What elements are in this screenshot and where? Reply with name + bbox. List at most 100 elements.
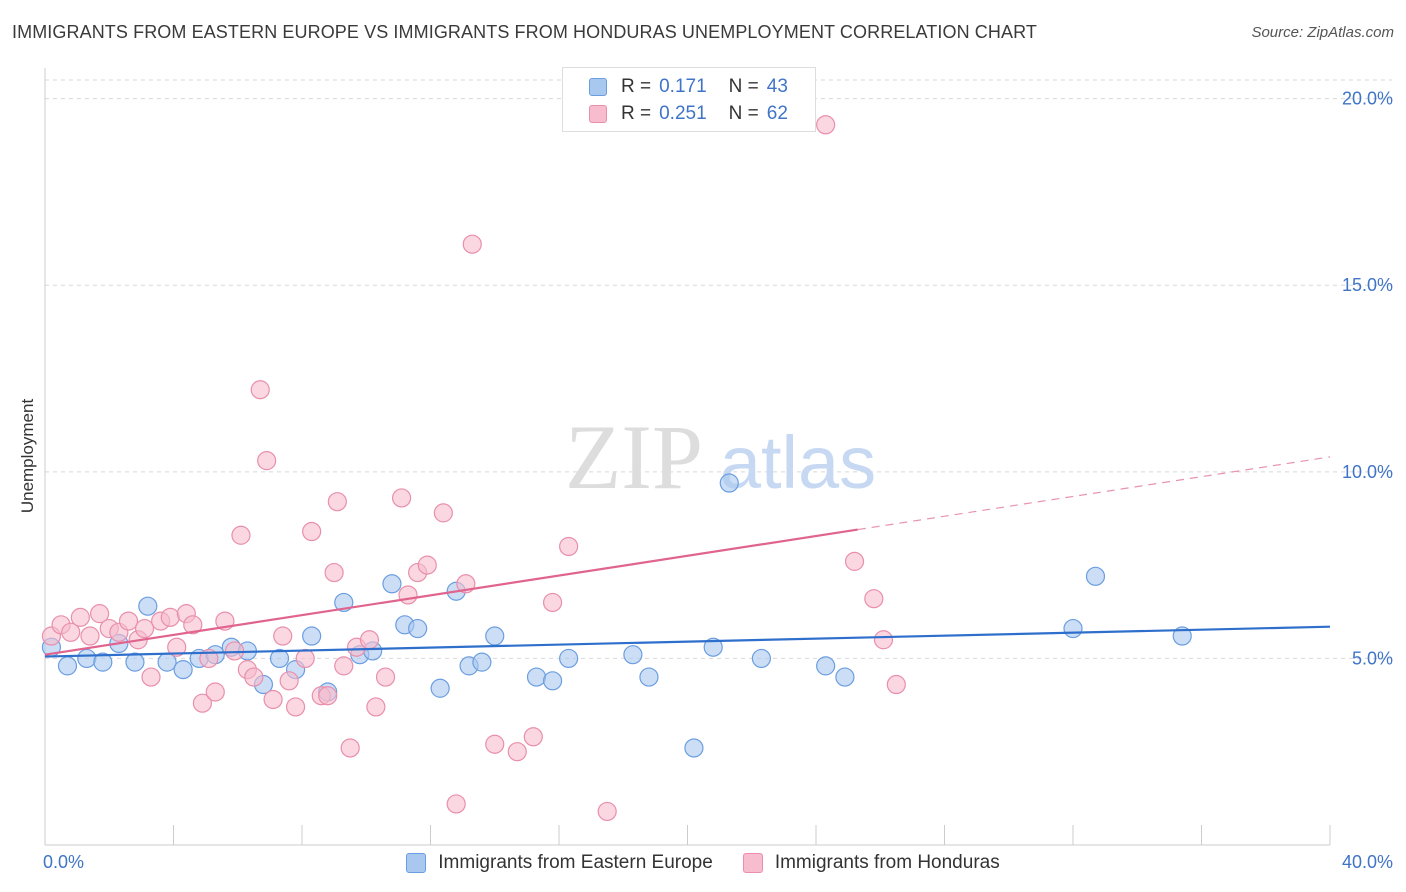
legend-n-value: 62 — [766, 103, 788, 124]
data-point — [167, 637, 187, 657]
legend-swatch-blue — [406, 853, 427, 873]
data-point — [391, 488, 412, 508]
watermark: ZIP atlas — [565, 406, 876, 508]
data-point — [430, 678, 450, 698]
data-point — [526, 667, 547, 687]
grid-lines — [45, 79, 1392, 659]
data-point — [90, 604, 110, 624]
data-point — [542, 671, 563, 691]
data-point — [61, 622, 81, 642]
data-point — [244, 667, 264, 687]
trend-line-dashed — [857, 456, 1331, 531]
trend-line-solid — [44, 625, 1331, 658]
y-tick-label: 20.0% — [1342, 89, 1393, 109]
legend-label-eastern-europe: Immigrants from Eastern Europe — [438, 852, 713, 873]
data-point — [269, 648, 290, 669]
data-point — [250, 380, 270, 400]
data-point — [318, 686, 338, 706]
data-point — [138, 596, 158, 616]
data-point — [134, 618, 155, 639]
data-point — [542, 592, 563, 613]
legend-n-label: N = — [728, 103, 759, 124]
y-tick-label: 5.0% — [1352, 648, 1393, 668]
data-point — [462, 234, 482, 254]
data-point — [408, 618, 428, 639]
legend-r-label: R = — [621, 103, 652, 124]
data-point — [417, 555, 437, 575]
data-point — [160, 607, 180, 627]
data-point — [273, 626, 293, 646]
data-point — [597, 801, 617, 822]
data-point — [864, 589, 884, 609]
trend-lines — [44, 456, 1331, 658]
legend-swatch-pink — [589, 105, 607, 123]
legend-label-honduras: Immigrants from Honduras — [774, 852, 1000, 873]
data-point — [1085, 566, 1106, 586]
series-legend: Immigrants from Eastern Europe Immigrant… — [0, 852, 1406, 874]
axes — [44, 68, 1331, 846]
source-label: Source: ZipAtlas.com — [1251, 24, 1394, 41]
chart-title: IMMIGRANTS FROM EASTERN EUROPE VS IMMIGR… — [12, 22, 1037, 42]
data-point — [183, 615, 203, 635]
data-point — [70, 607, 90, 627]
y-tick-label: 15.0% — [1342, 275, 1393, 295]
data-point — [302, 626, 322, 646]
data-point — [366, 697, 386, 717]
data-point — [507, 742, 527, 762]
legend-item-honduras[interactable]: Immigrants from Honduras — [742, 852, 1000, 874]
data-point — [334, 656, 354, 676]
series-honduras-points — [41, 115, 906, 822]
data-point — [886, 674, 906, 695]
data-point — [1063, 618, 1083, 639]
data-point — [1172, 626, 1192, 646]
data-point — [816, 656, 836, 676]
watermark-atlas: atlas — [720, 421, 876, 504]
data-point — [257, 451, 277, 471]
y-tick-labels: 5.0% 10.0% 15.0% 20.0% — [1342, 89, 1393, 669]
watermark-zip: ZIP — [565, 406, 703, 508]
legend-r-label: R = — [621, 76, 652, 97]
data-point — [231, 525, 251, 545]
stats-legend: R = 0.171 N = 43 R = 0.251 N = 62 — [562, 67, 816, 132]
data-point — [263, 689, 283, 710]
legend-n-value: 43 — [766, 76, 788, 97]
legend-item-eastern-europe[interactable]: Immigrants from Eastern Europe — [406, 852, 713, 874]
data-point — [485, 626, 505, 646]
legend-n-label: N = — [728, 76, 759, 97]
data-point — [279, 671, 299, 691]
data-point — [559, 536, 579, 557]
legend-swatch-blue — [589, 78, 607, 96]
data-point — [523, 727, 543, 747]
series-eastern-europe-points — [41, 473, 1192, 758]
legend-r-value: 0.171 — [659, 76, 707, 97]
data-point — [703, 637, 723, 657]
data-point — [118, 611, 139, 631]
legend-swatch-pink — [742, 853, 763, 873]
data-point — [192, 693, 213, 713]
legend-row-eastern-europe: R = 0.171 N = 43 — [589, 75, 788, 99]
data-point — [93, 652, 113, 672]
y-axis-title: Unemployment — [18, 398, 37, 514]
data-point — [141, 667, 161, 687]
x-tick-min: 0.0% — [43, 852, 85, 872]
data-point — [173, 660, 193, 680]
data-point — [80, 626, 100, 646]
data-point — [639, 667, 659, 687]
y-tick-label: 10.0% — [1342, 462, 1393, 482]
data-point — [719, 473, 739, 493]
data-point — [125, 652, 145, 672]
data-point — [485, 734, 505, 754]
data-point — [77, 648, 97, 669]
data-point — [324, 562, 344, 583]
data-point — [398, 585, 418, 605]
data-point — [559, 648, 579, 669]
data-point — [205, 682, 225, 702]
data-point — [751, 648, 771, 669]
data-point — [873, 630, 894, 650]
x-tick-max: 40.0% — [1341, 852, 1393, 872]
data-point — [816, 115, 836, 135]
data-point — [327, 492, 347, 512]
data-point — [375, 667, 396, 687]
data-point — [433, 503, 453, 523]
data-point — [472, 652, 492, 672]
